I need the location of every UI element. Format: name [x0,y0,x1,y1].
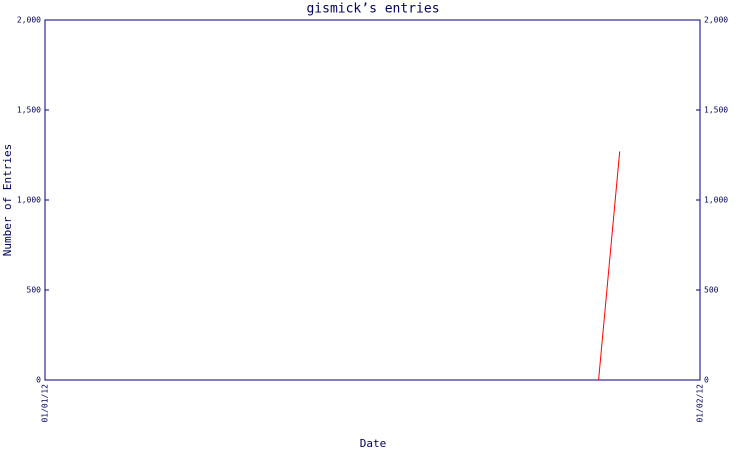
y-tick-label: 2,000 [17,16,41,25]
chart-title: gismick’s entries [306,2,439,17]
y2-tick-label: 500 [704,286,719,295]
y2-tick-label: 1,500 [704,106,728,115]
data-line [598,151,621,381]
y-axis-label: Number of Entries [1,144,14,257]
x-tick-label: 01/02/12 [696,384,705,423]
y-tick-label: 500 [27,286,42,295]
y-tick-label: 0 [36,376,41,385]
y-tick-label: 1,000 [17,196,41,205]
y-tick-label: 1,500 [17,106,41,115]
x-axis-label: Date [360,437,387,450]
y2-tick-label: 2,000 [704,16,728,25]
y2-tick-label: 0 [704,376,709,385]
x-tick-label: 01/01/12 [41,384,50,423]
y2-tick-label: 1,000 [704,196,728,205]
